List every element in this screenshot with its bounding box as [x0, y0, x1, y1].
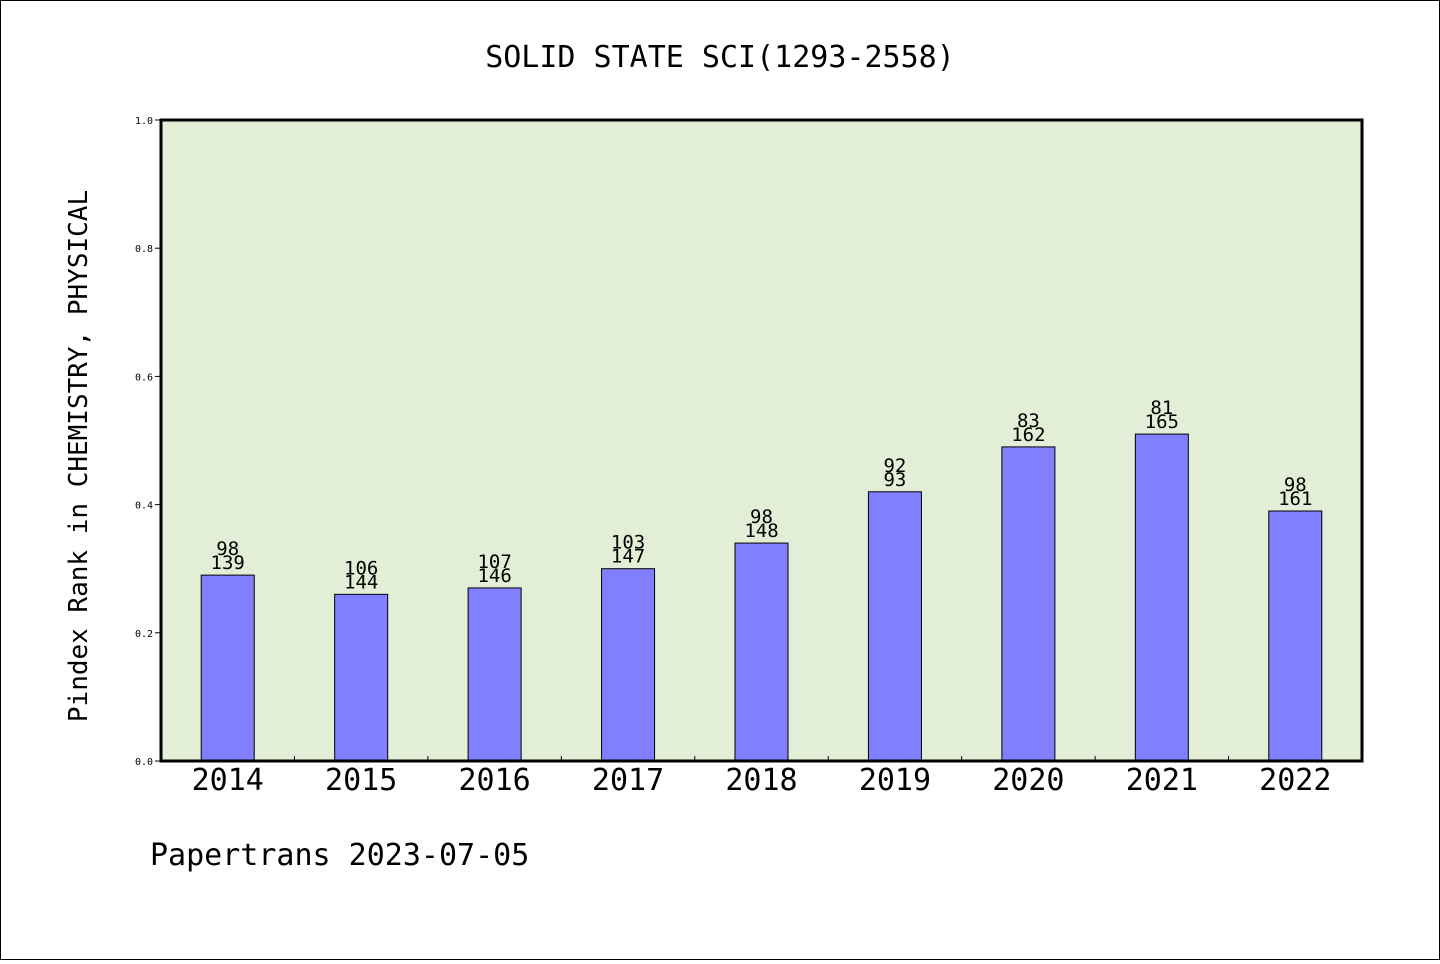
plot-border [159, 118, 1364, 763]
data-label-top: 98 [1284, 474, 1307, 496]
data-label-top: 83 [1017, 410, 1040, 432]
data-label-bottom: 148 [744, 520, 778, 542]
x-tick-label: 2015 [325, 763, 397, 798]
bar [1268, 510, 1323, 762]
data-label-bottom: 139 [211, 552, 245, 574]
x-tick-label: 2019 [859, 763, 931, 798]
footer-credit: Papertrans 2023-07-05 [150, 838, 529, 873]
data-label-bottom: 161 [1278, 488, 1312, 510]
y-axis: 0.0 0.2 0.4 0.6 0.8 1.0 [135, 116, 161, 768]
bar [1134, 433, 1189, 762]
data-label-bottom: 162 [1011, 424, 1045, 446]
x-tick-label: 2018 [725, 763, 797, 798]
x-tick-label: 2017 [592, 763, 664, 798]
y-tick-label: 0.4 [135, 501, 153, 512]
y-tick-label: 0.0 [135, 757, 153, 768]
y-tick-label: 0.8 [135, 244, 153, 255]
bar [200, 574, 255, 762]
data-label-bottom: 93 [883, 469, 906, 491]
bar [601, 568, 656, 762]
data-label-top: 98 [216, 538, 239, 560]
data-label-bottom: 146 [477, 565, 511, 587]
data-label-top: 103 [611, 532, 645, 554]
bar [334, 593, 389, 762]
y-tick-label: 0.2 [135, 629, 153, 640]
y-tick-label: 1.0 [135, 116, 153, 127]
data-label-top: 106 [344, 557, 378, 579]
x-tick-label: 2014 [192, 763, 264, 798]
chart-title: SOLID STATE SCI(1293-2558) [485, 40, 955, 75]
data-label-top: 92 [883, 455, 906, 477]
data-label-bottom: 165 [1145, 411, 1179, 433]
x-tick-label: 2022 [1259, 763, 1331, 798]
bar [867, 491, 922, 762]
data-label-bottom: 144 [344, 571, 378, 593]
data-label-top: 98 [750, 506, 773, 528]
bar [734, 542, 789, 762]
data-label-top: 107 [477, 551, 511, 573]
x-tick-label: 2021 [1126, 763, 1198, 798]
bar [1001, 446, 1056, 762]
bar [467, 587, 522, 762]
x-tick-label: 2016 [458, 763, 530, 798]
data-label-top: 81 [1150, 397, 1173, 419]
data-label-bottom: 147 [611, 546, 645, 568]
x-axis: 2014 2015 2016 2017 2018 2019 2020 2021 2022 [192, 756, 1331, 798]
y-tick-label: 0.6 [135, 372, 153, 383]
y-axis-label: Pindex Rank in CHEMISTRY, PHYSICAL [64, 190, 94, 722]
x-tick-label: 2020 [992, 763, 1064, 798]
